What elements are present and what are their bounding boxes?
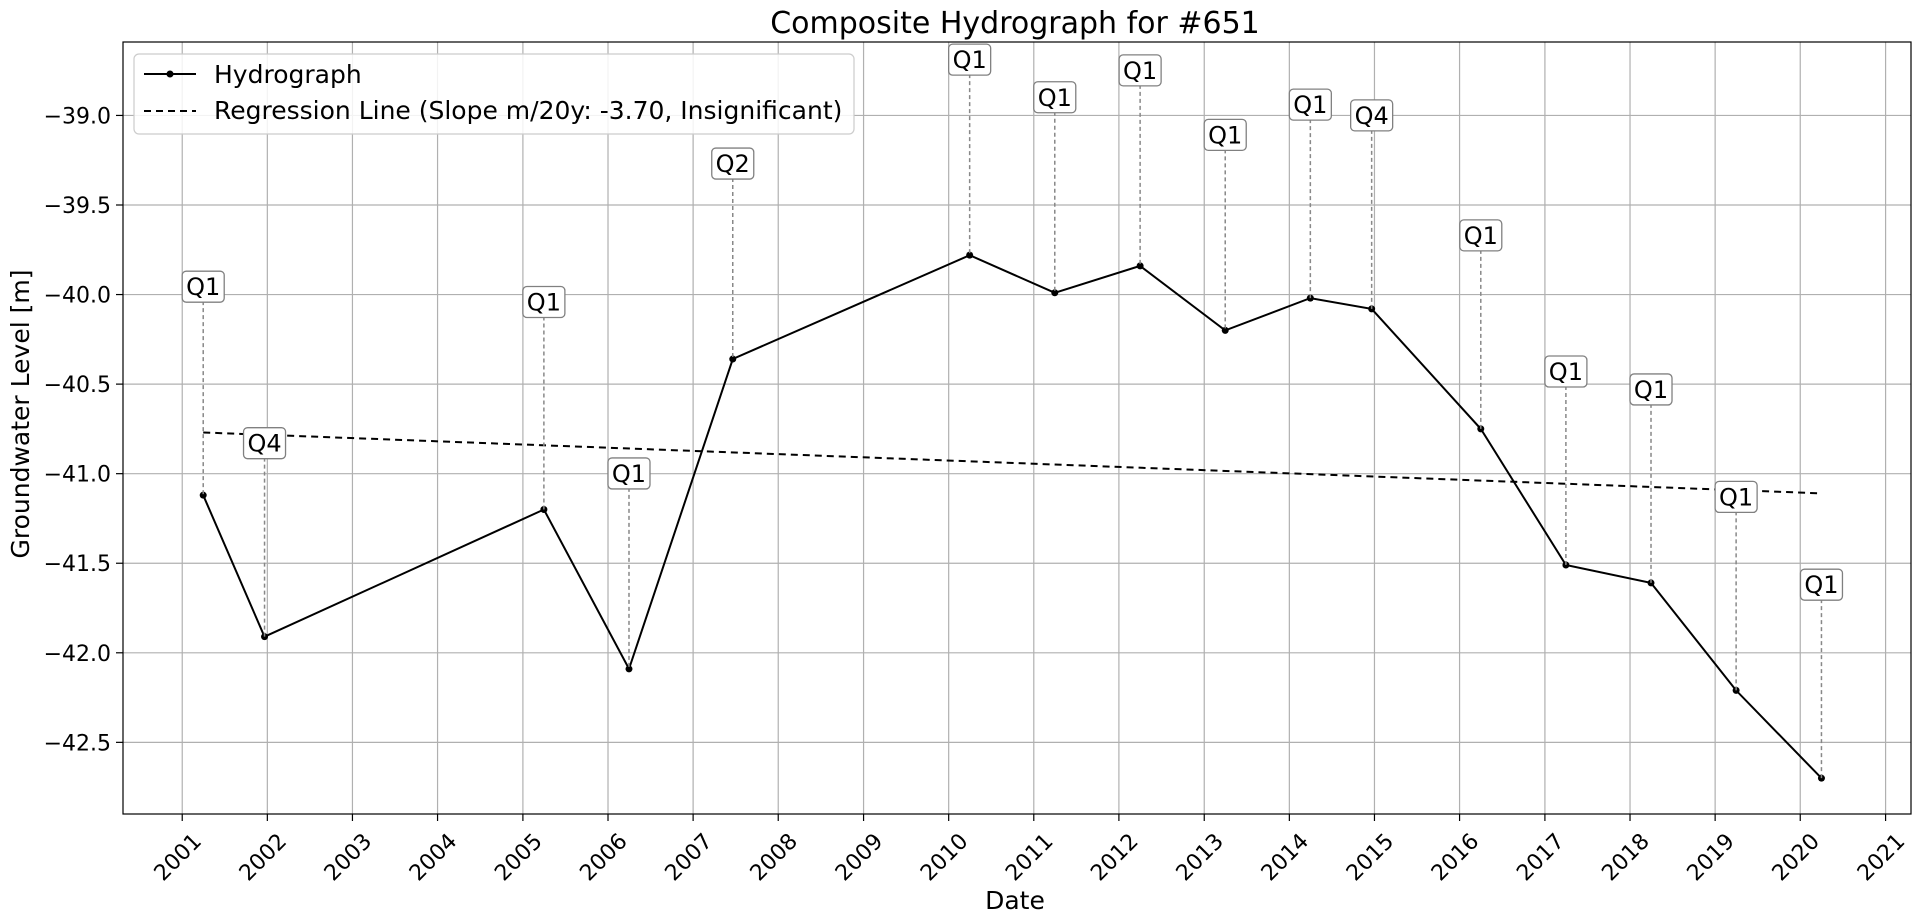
hydrograph-layer — [199, 251, 1825, 782]
y-tick-label: −40.5 — [44, 373, 111, 398]
annotation-label: Q1 — [1123, 57, 1157, 85]
annotation-label: Q1 — [612, 460, 646, 488]
annotation-label: Q1 — [1293, 91, 1327, 119]
annotation-label: Q1 — [1634, 376, 1668, 404]
hydrograph-point — [966, 251, 974, 259]
annotation-label: Q1 — [1804, 571, 1838, 599]
annotation-box — [1714, 480, 1758, 514]
annotation-label: Q1 — [1719, 483, 1753, 511]
annotation-box — [607, 457, 651, 490]
legend-hydrograph-label: Hydrograph — [214, 60, 362, 89]
hydrograph-point — [1221, 326, 1229, 334]
legend-box — [133, 53, 855, 135]
annotation-label: Q1 — [1038, 84, 1072, 112]
annotation-box — [1629, 373, 1673, 406]
annotation-label: Q4 — [247, 430, 281, 458]
annotation-box — [1033, 81, 1077, 114]
annotation-label: Q4 — [1355, 102, 1389, 130]
annotation-box — [948, 43, 992, 76]
regression-line — [203, 431, 1822, 495]
hydrograph-point — [1477, 425, 1485, 433]
hydrograph-point — [625, 665, 633, 673]
y-tick-label: −41.0 — [44, 463, 111, 488]
annotation-box — [522, 285, 566, 319]
annotation-label: Q1 — [1464, 222, 1498, 250]
hydrograph-point — [199, 491, 207, 499]
annotation-box — [711, 147, 755, 180]
hydrograph-point — [729, 355, 737, 363]
legend: Hydrograph Regression Line (Slope m/20y:… — [133, 53, 855, 135]
y-tick-label: −41.5 — [44, 552, 111, 577]
annotation-box — [1544, 355, 1588, 388]
plot-frame — [122, 41, 1912, 815]
x-axis-label: Date — [985, 886, 1045, 915]
annotation-label: Q1 — [1208, 121, 1242, 149]
y-tick-label: −40.0 — [44, 284, 111, 309]
y-tick-label: −42.0 — [44, 642, 111, 667]
annotation-label: Q1 — [186, 273, 220, 301]
annotation-label: Q2 — [716, 150, 750, 178]
annotation-label: Q1 — [527, 288, 561, 316]
legend-hydrograph-marker — [166, 70, 174, 78]
annotation-box — [181, 270, 225, 303]
annotation-box — [1203, 118, 1247, 152]
annotation-box — [1459, 219, 1503, 252]
hydrograph-line — [202, 254, 1823, 779]
hydrograph-point — [1051, 289, 1059, 297]
annotation-box — [1118, 54, 1162, 87]
regression-layer — [203, 431, 1822, 495]
y-tick-label: −39.5 — [44, 194, 111, 219]
annotation-box — [1350, 99, 1394, 132]
chart-title: Composite Hydrograph for #651 — [770, 6, 1260, 41]
hydrograph-point — [1136, 262, 1144, 270]
y-tick-label: −42.5 — [44, 731, 111, 756]
annotation-label: Q1 — [953, 46, 987, 74]
annotation-box — [1288, 88, 1332, 121]
y-tick-label: −39.0 — [44, 104, 111, 129]
y-axis-label: Groundwater Level [m] — [6, 270, 35, 559]
annotation-box — [242, 427, 287, 460]
legend-regression-label: Regression Line (Slope m/20y: -3.70, Ins… — [214, 96, 842, 125]
hydrograph-point — [1368, 305, 1376, 313]
grid — [123, 42, 1911, 814]
annotation-label: Q1 — [1549, 358, 1583, 386]
quarter-annotations: Q1 Q4 Q1 Q1 Q2 Q1 Q1 Q1 Q1 Q1 Q4 Q1 Q1 Q1 Q1 Q1 — [181, 43, 1844, 779]
annotation-box — [1799, 568, 1844, 601]
